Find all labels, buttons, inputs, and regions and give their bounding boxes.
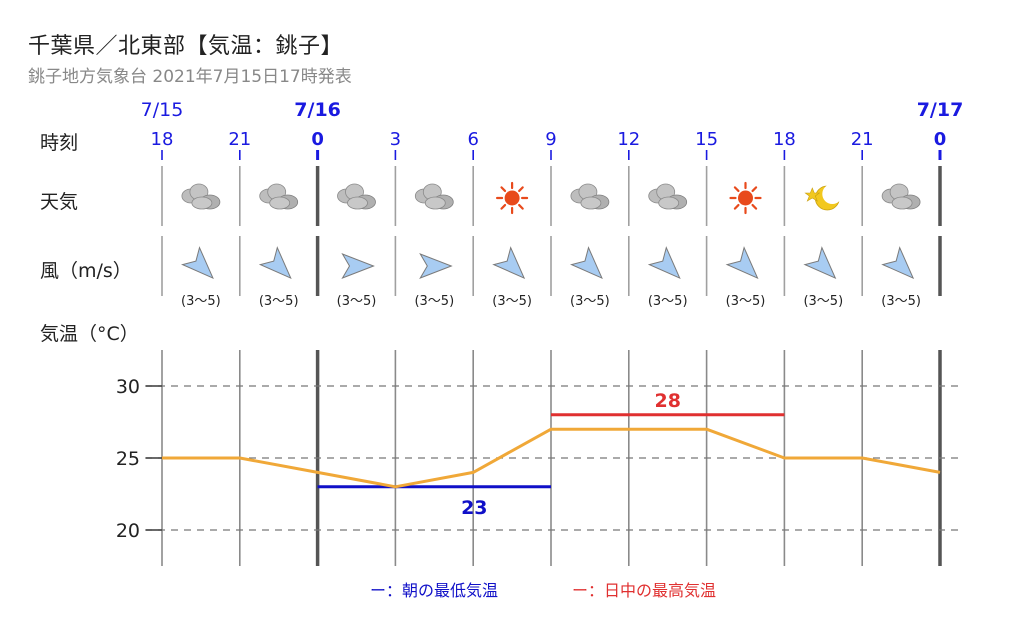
wind-speed-label: (3〜5): [570, 294, 610, 309]
hour-label-1: 21: [228, 129, 251, 150]
wind-arrow-icon: [803, 246, 837, 280]
date-label-1: 7/16: [294, 99, 341, 121]
page-subtitle: 銚子地方気象台 2021年7月15日17時発表: [28, 67, 352, 87]
sunny-icon: [729, 181, 762, 215]
hour-label-0: 18: [151, 129, 174, 150]
wind-arrow-icon: [570, 246, 603, 280]
wind-speed-label: (3〜5): [726, 294, 766, 309]
wind-speed-label: (3〜5): [181, 294, 221, 309]
wind-speed-label: (3〜5): [492, 294, 532, 309]
row-label-temp: 気温（°C）: [40, 323, 139, 345]
hour-label-8: 18: [773, 129, 796, 150]
wind-speed-label: (3〜5): [648, 294, 688, 309]
wind-arrow-icon: [419, 253, 453, 279]
cloudy-icon: [881, 183, 921, 210]
y-tick-label-2: 30: [116, 376, 140, 398]
hour-label-3: 3: [390, 129, 401, 150]
legend-min-temp: ー：朝の最低気温: [370, 581, 498, 600]
hour-label-6: 12: [617, 129, 640, 150]
wind-arrow-icon: [725, 246, 759, 280]
wind-arrow-icon: [181, 246, 214, 280]
page-title: 千葉県／北東部【気温：銚子】: [28, 34, 344, 59]
date-label-2: 7/17: [917, 99, 964, 121]
cloudy-icon: [648, 183, 688, 210]
wind-arrow-icon: [258, 246, 292, 280]
hour-label-4: 6: [467, 129, 478, 150]
legend-max-temp: ー：日中の最高気温: [572, 581, 716, 600]
wind-speed-label: (3〜5): [414, 294, 454, 309]
hour-label-5: 9: [545, 129, 556, 150]
sunny-icon: [496, 181, 529, 215]
hour-label-9: 21: [851, 129, 874, 150]
max-temp-label: 28: [654, 390, 680, 412]
cloudy-icon: [414, 183, 454, 210]
cloudy-icon: [337, 183, 376, 210]
wind-arrow-icon: [881, 246, 915, 280]
hour-label-2: 0: [311, 129, 324, 150]
wind-speed-label: (3〜5): [803, 294, 843, 309]
cloudy-icon: [259, 183, 299, 210]
wind-speed-label: (3〜5): [337, 294, 377, 309]
wind-speed-label: (3〜5): [881, 294, 921, 309]
wind-arrow-icon: [647, 246, 681, 280]
row-label-time: 時刻: [40, 132, 78, 154]
hour-label-10: 0: [934, 129, 947, 150]
row-label-weather: 天気: [40, 191, 78, 213]
y-tick-label-1: 25: [116, 448, 140, 470]
wind-speed-label: (3〜5): [259, 294, 299, 309]
row-label-wind: 風（m/s）: [40, 260, 132, 282]
cloudy-icon: [181, 183, 221, 210]
wind-arrow-icon: [341, 253, 375, 279]
clear-night-icon: [804, 184, 843, 211]
y-tick-label-0: 20: [116, 520, 140, 542]
wind-arrow-icon: [492, 246, 526, 280]
min-temp-label: 23: [461, 497, 487, 519]
hour-label-7: 15: [695, 129, 718, 150]
cloudy-icon: [570, 183, 610, 210]
date-label-0: 7/15: [141, 99, 184, 121]
